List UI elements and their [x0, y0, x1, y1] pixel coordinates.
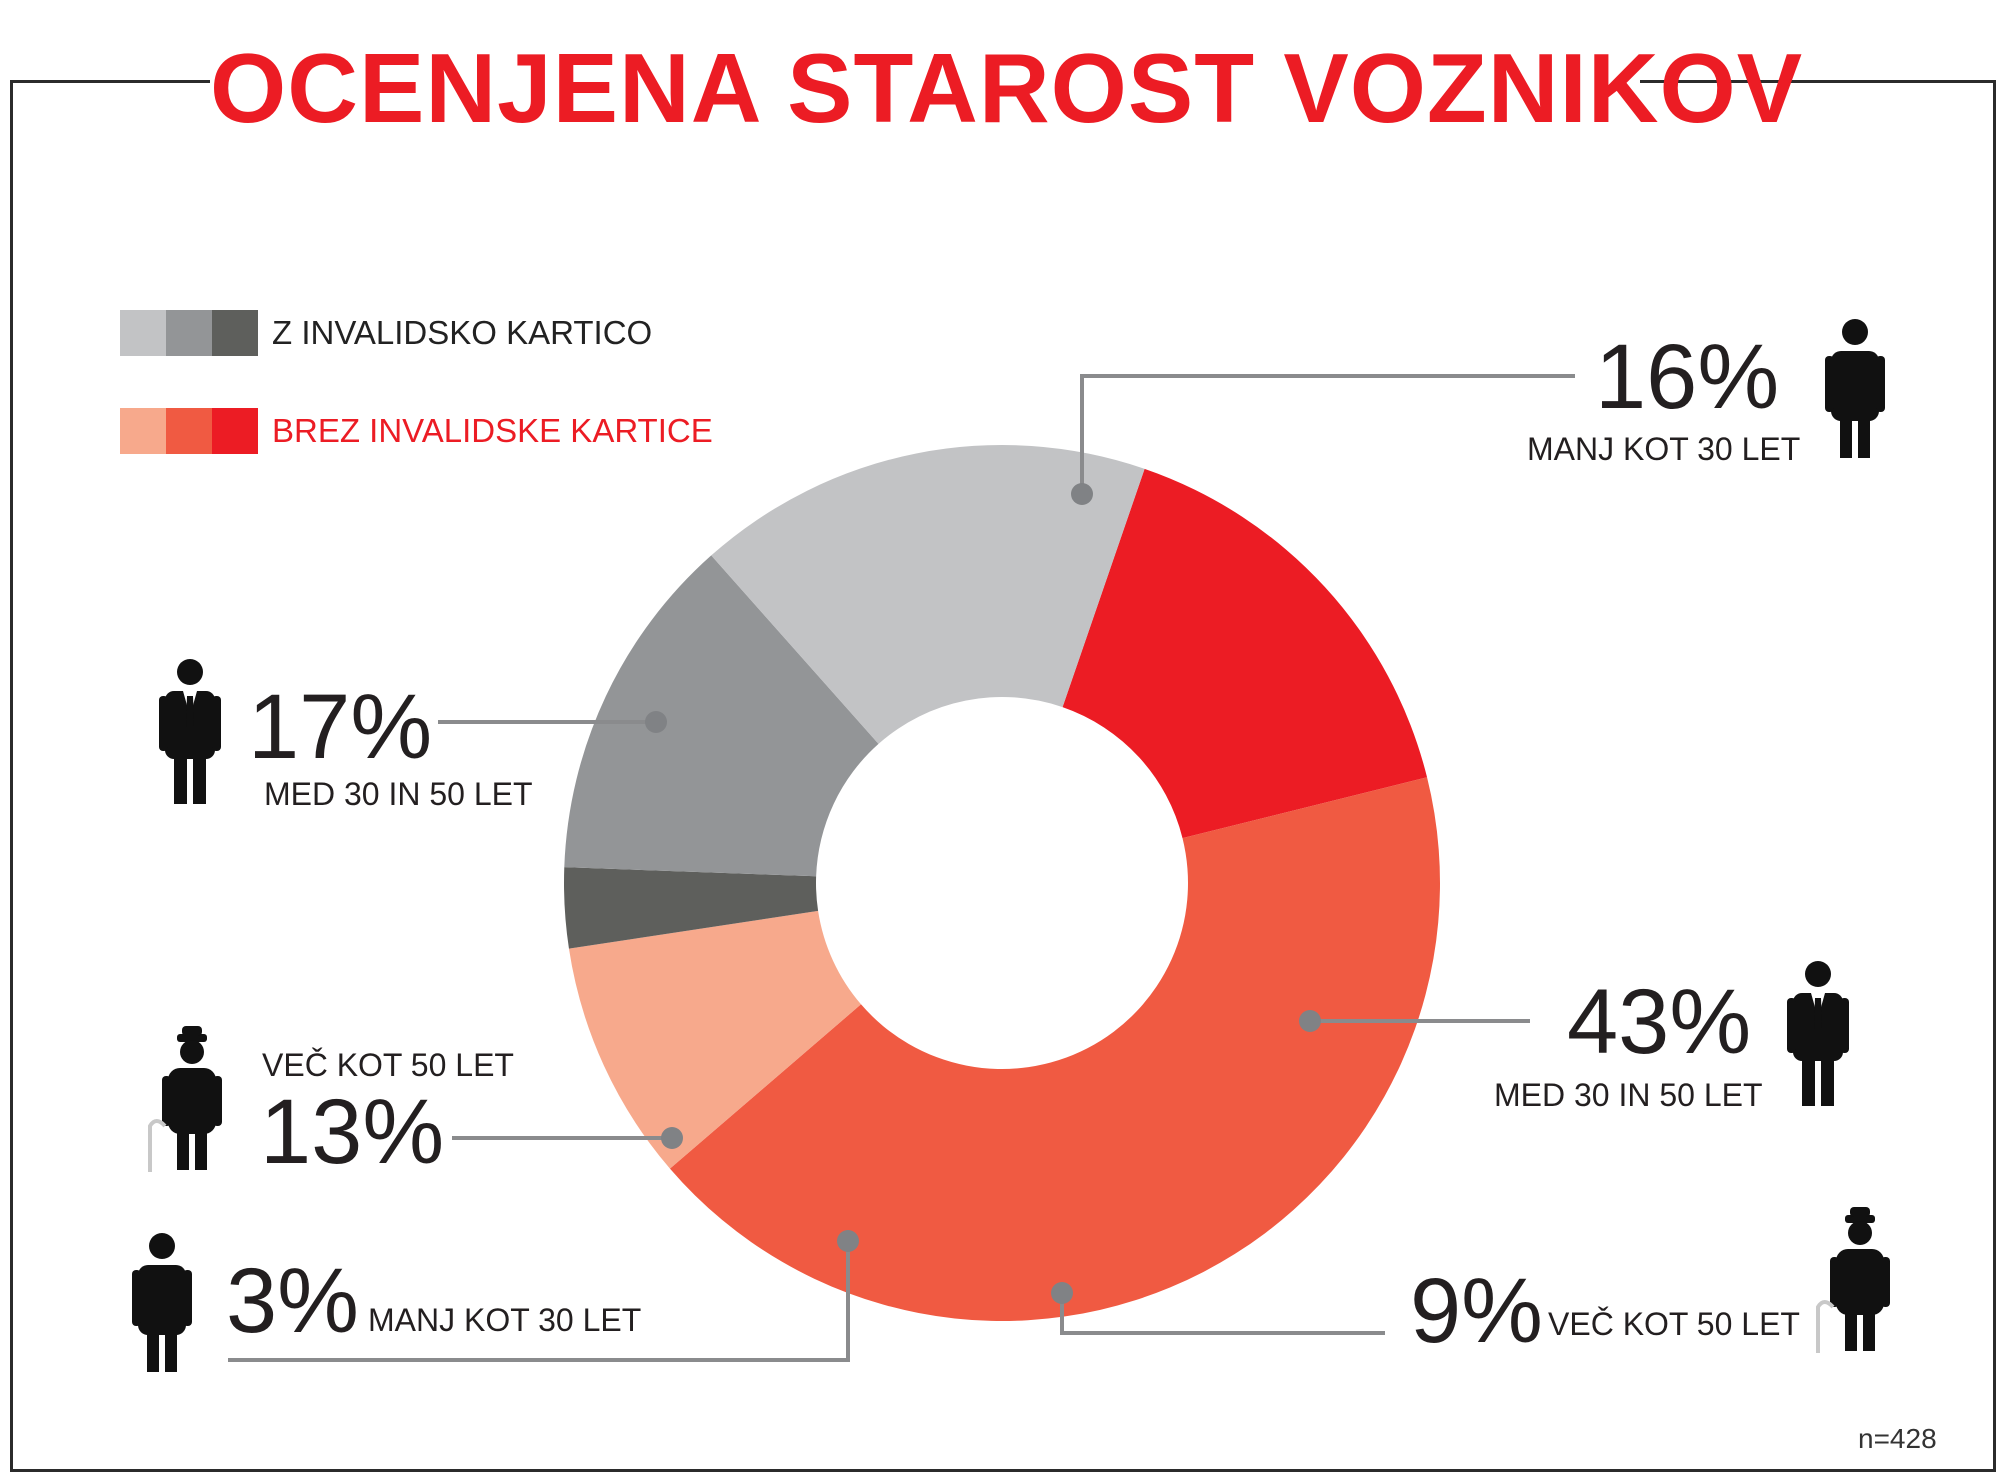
- legend-label: BREZ INVALIDSKE KARTICE: [272, 412, 713, 449]
- slice-category-label: VEČ KOT 50 LET: [262, 1047, 514, 1083]
- legend-swatch-dark: [212, 310, 258, 356]
- legend-label: Z INVALIDSKO KARTICO: [272, 314, 653, 351]
- slice-category-label: VEČ KOT 50 LET: [1548, 1306, 1800, 1342]
- donut-slice: [669, 777, 1441, 1322]
- donut-slice: [564, 867, 819, 949]
- businessman-icon: [159, 659, 221, 804]
- leader-dot: [645, 711, 667, 733]
- donut-slice: [568, 910, 861, 1169]
- young-person-icon: [132, 1233, 192, 1372]
- donut-slice: [1062, 468, 1428, 839]
- slice-percent-label: 16%: [1595, 326, 1779, 428]
- slice-percent-label: 43%: [1567, 971, 1751, 1073]
- slice-category-label: MED 30 IN 50 LET: [1494, 1077, 1763, 1113]
- leader-dot: [1051, 1282, 1073, 1304]
- leader-dot: [1071, 483, 1093, 505]
- leader-line: [1060, 1293, 1385, 1335]
- slice-percent-label: 3%: [226, 1250, 359, 1352]
- leader-dot: [1299, 1010, 1321, 1032]
- slice-percent-label: 13%: [260, 1081, 444, 1183]
- sample-size: n=428: [1858, 1423, 1937, 1454]
- donut-slice: [711, 444, 1145, 744]
- legend-swatch-mid: [166, 310, 212, 356]
- chart-title: OCENJENA STAROST VOZNIKOV: [210, 33, 1804, 143]
- legend-swatch-dark: [212, 408, 258, 454]
- elderly-person-with-cane-icon: [1816, 1207, 1890, 1353]
- leader-line: [228, 1241, 850, 1362]
- title-background: [210, 40, 1640, 130]
- legend-swatch-mid: [166, 408, 212, 454]
- slice-percent-label: 17%: [248, 676, 432, 778]
- slice-category-label: MED 30 IN 50 LET: [264, 776, 533, 812]
- donut-slice: [564, 555, 879, 877]
- slice-percent-label: 9%: [1410, 1260, 1543, 1362]
- young-person-icon: [1825, 319, 1885, 458]
- slice-category-label: MANJ KOT 30 LET: [368, 1302, 641, 1338]
- leader-line: [1080, 374, 1575, 494]
- businessman-icon: [1787, 961, 1849, 1106]
- leader-dot: [661, 1127, 683, 1149]
- legend-swatch-light: [120, 310, 166, 356]
- slice-category-label: MANJ KOT 30 LET: [1527, 431, 1800, 467]
- legend-swatch-light: [120, 408, 166, 454]
- elderly-person-with-cane-icon: [148, 1026, 222, 1172]
- leader-dot: [837, 1230, 859, 1252]
